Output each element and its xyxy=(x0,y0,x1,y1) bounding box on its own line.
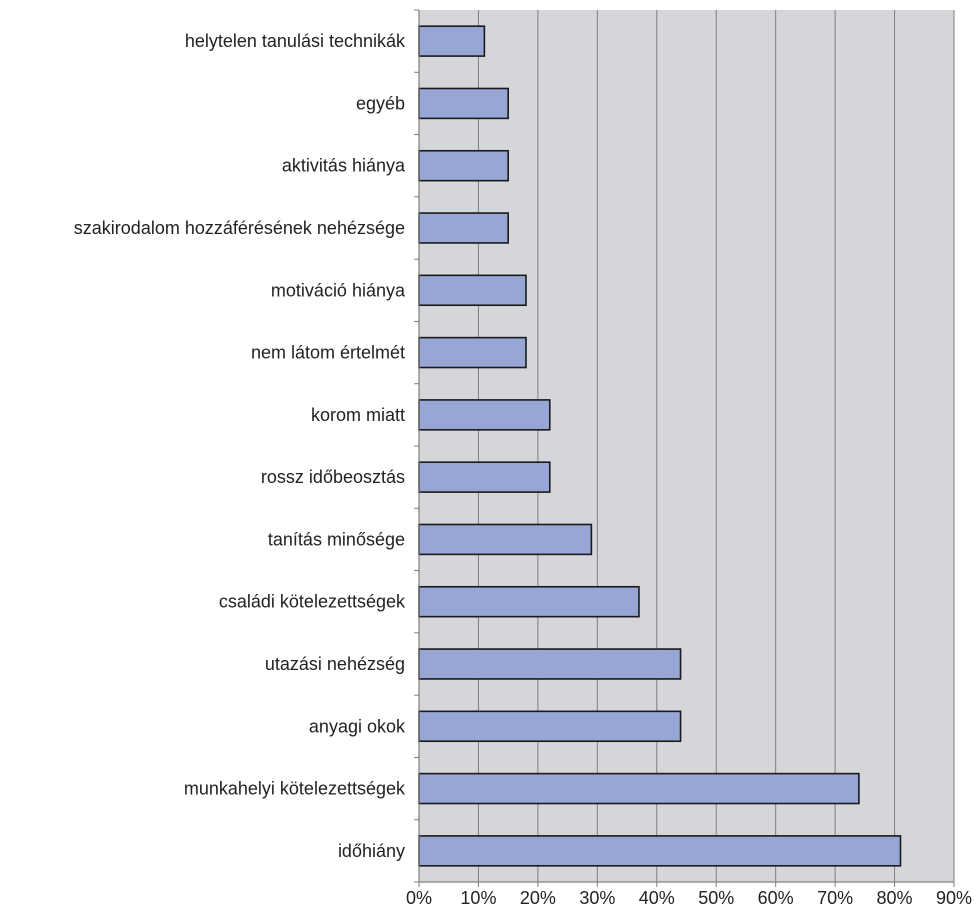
x-tick-label: 90% xyxy=(936,888,972,908)
category-label: munkahelyi kötelezettségek xyxy=(184,779,406,799)
bar xyxy=(418,710,682,743)
bar xyxy=(418,274,527,307)
category-labels: helytelen tanulási technikák egyéb aktivit… xyxy=(74,31,406,861)
category-label: nem látom értelmét xyxy=(251,343,405,363)
x-tick-label: 10% xyxy=(460,888,496,908)
plot-area xyxy=(419,10,954,882)
bar xyxy=(418,585,640,618)
x-tick-label: 0% xyxy=(406,888,432,908)
category-label: egyéb xyxy=(356,93,405,113)
category-label: motiváció hiánya xyxy=(271,280,406,300)
bar xyxy=(418,149,509,182)
category-label: tanítás minősége xyxy=(268,529,405,549)
category-label: szakirodalom hozzáférésének nehézsége xyxy=(74,218,405,238)
x-tick-label: 40% xyxy=(639,888,675,908)
category-label: családi kötelezettségek xyxy=(219,592,406,612)
x-tick-label: 60% xyxy=(758,888,794,908)
category-label: helytelen tanulási technikák xyxy=(185,31,406,51)
x-tick-label: 80% xyxy=(877,888,913,908)
bar xyxy=(418,461,551,493)
bar xyxy=(418,25,486,57)
x-tick-label: 30% xyxy=(579,888,615,908)
bar xyxy=(418,336,527,369)
x-tick-label: 50% xyxy=(698,888,734,908)
bar xyxy=(418,772,860,805)
bar xyxy=(418,835,902,867)
category-label: aktivitás hiánya xyxy=(282,156,406,176)
category-label: rossz időbeosztás xyxy=(261,467,405,487)
bar xyxy=(418,648,682,680)
x-tick-label: 70% xyxy=(817,888,853,908)
x-tick-label: 20% xyxy=(520,888,556,908)
x-tick-labels: 0% 10% 20% 30% 40% 50% 60% 70% 80% 90% xyxy=(406,888,972,908)
bar xyxy=(418,523,593,556)
category-label: időhiány xyxy=(338,841,405,861)
bar xyxy=(418,399,551,431)
category-label: anyagi okok xyxy=(309,716,406,736)
category-label: utazási nehézség xyxy=(265,654,405,674)
bar xyxy=(418,87,509,120)
bar xyxy=(418,212,509,244)
gridlines xyxy=(477,10,955,882)
bars xyxy=(418,25,902,867)
axes xyxy=(414,9,955,887)
category-label: korom miatt xyxy=(311,405,405,425)
